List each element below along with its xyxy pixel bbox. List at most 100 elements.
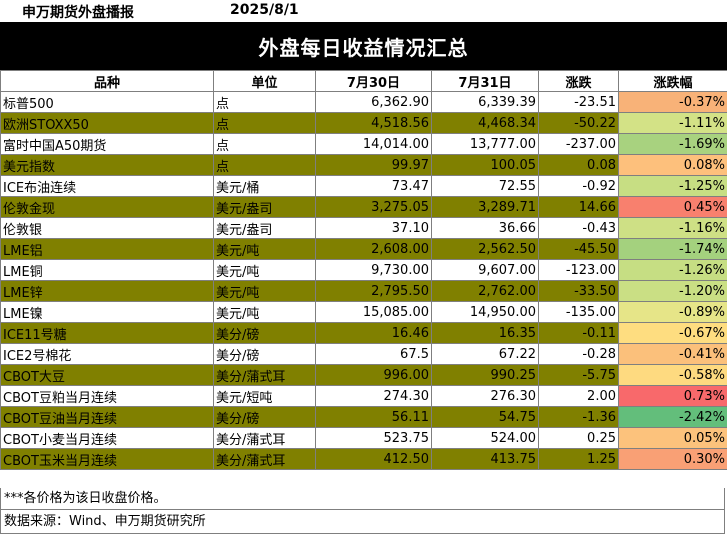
cell-instrument: 美元指数 [0, 154, 214, 176]
col-header-pct: 涨跌幅 [618, 70, 727, 92]
cell-change-pct: -0.67% [618, 322, 727, 344]
col-header-name: 品种 [0, 70, 214, 92]
table-title-bar: 外盘每日收益情况汇总 [0, 22, 727, 70]
col-header-change: 涨跌 [538, 70, 619, 92]
cell-unit: 美分/磅 [213, 322, 316, 344]
returns-table: 品种 单位 7月30日 7月31日 涨跌 涨跌幅 标普500 点 6,362.90 6… [0, 70, 727, 470]
cell-change: -135.00 [538, 301, 619, 323]
cell-price-day1: 56.11 [315, 406, 432, 428]
cell-change-pct: -0.37% [618, 91, 727, 113]
cell-change: -237.00 [538, 133, 619, 155]
cell-instrument: 欧洲STOXX50 [0, 112, 214, 134]
report-header: 申万期货外盘播报 2025/8/1 [0, 0, 727, 22]
table-row: 标普500 点 6,362.90 6,339.39 -23.51 -0.37% [0, 91, 727, 113]
cell-instrument: CBOT玉米当月连续 [0, 448, 214, 470]
table-row: LME铝 美元/吨 2,608.00 2,562.50 -45.50 -1.74% [0, 238, 727, 260]
cell-price-day1: 2,795.50 [315, 280, 432, 302]
cell-unit: 美元/吨 [213, 259, 316, 281]
cell-change-pct: -1.74% [618, 238, 727, 260]
cell-change: -0.28 [538, 343, 619, 365]
table-row: CBOT玉米当月连续 美分/蒲式耳 412.50 413.75 1.25 0.30% [0, 448, 727, 470]
col-header-day1: 7月30日 [315, 70, 432, 92]
cell-instrument: LME铝 [0, 238, 214, 260]
cell-change-pct: 0.08% [618, 154, 727, 176]
footnote: ***各价格为该日收盘价格。 [0, 488, 725, 510]
cell-change: -5.75 [538, 364, 619, 386]
cell-price-day2: 3,289.71 [431, 196, 539, 218]
cell-change-pct: -0.89% [618, 301, 727, 323]
cell-price-day2: 2,562.50 [431, 238, 539, 260]
cell-price-day1: 99.97 [315, 154, 432, 176]
cell-unit: 美元/盎司 [213, 217, 316, 239]
cell-change: -1.36 [538, 406, 619, 428]
cell-unit: 点 [213, 91, 316, 113]
cell-price-day1: 37.10 [315, 217, 432, 239]
cell-unit: 美元/吨 [213, 301, 316, 323]
cell-instrument: 标普500 [0, 91, 214, 113]
cell-change-pct: -0.41% [618, 343, 727, 365]
cell-instrument: LME锌 [0, 280, 214, 302]
table-row: 欧洲STOXX50 点 4,518.56 4,468.34 -50.22 -1.11% [0, 112, 727, 134]
cell-price-day2: 67.22 [431, 343, 539, 365]
cell-instrument: CBOT豆粕当月连续 [0, 385, 214, 407]
cell-change: 1.25 [538, 448, 619, 470]
cell-change-pct: -2.42% [618, 406, 727, 428]
cell-price-day2: 6,339.39 [431, 91, 539, 113]
cell-change: 0.08 [538, 154, 619, 176]
cell-price-day2: 524.00 [431, 427, 539, 449]
cell-change-pct: -1.69% [618, 133, 727, 155]
cell-price-day1: 274.30 [315, 385, 432, 407]
cell-price-day2: 16.35 [431, 322, 539, 344]
cell-price-day1: 996.00 [315, 364, 432, 386]
cell-unit: 美元/桶 [213, 175, 316, 197]
table-row: 伦敦银 美元/盎司 37.10 36.66 -0.43 -1.16% [0, 217, 727, 239]
report-brand: 申万期货外盘播报 [22, 5, 134, 21]
cell-unit: 美分/蒲式耳 [213, 448, 316, 470]
table-header-row: 品种 单位 7月30日 7月31日 涨跌 涨跌幅 [0, 70, 727, 92]
cell-change: 14.66 [538, 196, 619, 218]
cell-unit: 美分/蒲式耳 [213, 364, 316, 386]
cell-price-day1: 412.50 [315, 448, 432, 470]
cell-price-day2: 100.05 [431, 154, 539, 176]
cell-change-pct: -1.20% [618, 280, 727, 302]
table-row: 美元指数点 99.97 100.05 0.08 0.08% [0, 154, 727, 176]
cell-unit: 点 [213, 112, 316, 134]
cell-instrument: ICE2号棉花 [0, 343, 214, 365]
cell-unit: 美元/吨 [213, 238, 316, 260]
cell-instrument: 伦敦金现 [0, 196, 214, 218]
cell-change: 2.00 [538, 385, 619, 407]
cell-price-day1: 3,275.05 [315, 196, 432, 218]
cell-instrument: ICE11号糖 [0, 322, 214, 344]
cell-instrument: CBOT小麦当月连续 [0, 427, 214, 449]
cell-price-day2: 9,607.00 [431, 259, 539, 281]
cell-instrument: LME铜 [0, 259, 214, 281]
cell-unit: 美分/蒲式耳 [213, 427, 316, 449]
table-row: 富时中国A50期货点 14,014.00 13,777.00 -237.00 -1.69… [0, 133, 727, 155]
cell-unit: 美分/磅 [213, 406, 316, 428]
table-row: LME铜 美元/吨 9,730.00 9,607.00 -123.00 -1.26% [0, 259, 727, 281]
table-title: 外盘每日收益情况汇总 [258, 35, 469, 60]
cell-change-pct: 0.45% [618, 196, 727, 218]
table-row: ICE2号棉花 美分/磅 67.5 67.22 -0.28 -0.41% [0, 343, 727, 365]
cell-price-day1: 15,085.00 [315, 301, 432, 323]
cell-price-day2: 14,950.00 [431, 301, 539, 323]
cell-change: -23.51 [538, 91, 619, 113]
cell-change-pct: 0.30% [618, 448, 727, 470]
cell-unit: 美元/吨 [213, 280, 316, 302]
cell-price-day1: 6,362.90 [315, 91, 432, 113]
cell-instrument: 伦敦银 [0, 217, 214, 239]
cell-instrument: LME镍 [0, 301, 214, 323]
cell-price-day1: 523.75 [315, 427, 432, 449]
cell-unit: 美分/磅 [213, 343, 316, 365]
cell-instrument: 富时中国A50期货 [0, 133, 214, 155]
table-row: CBOT豆粕当月连续 美元/短吨 274.30 276.30 2.00 0.73% [0, 385, 727, 407]
cell-price-day1: 4,518.56 [315, 112, 432, 134]
cell-change: -33.50 [538, 280, 619, 302]
cell-change: -45.50 [538, 238, 619, 260]
cell-unit: 美元/盎司 [213, 196, 316, 218]
cell-price-day2: 4,468.34 [431, 112, 539, 134]
cell-price-day1: 2,608.00 [315, 238, 432, 260]
cell-change: -50.22 [538, 112, 619, 134]
cell-change-pct: -1.16% [618, 217, 727, 239]
